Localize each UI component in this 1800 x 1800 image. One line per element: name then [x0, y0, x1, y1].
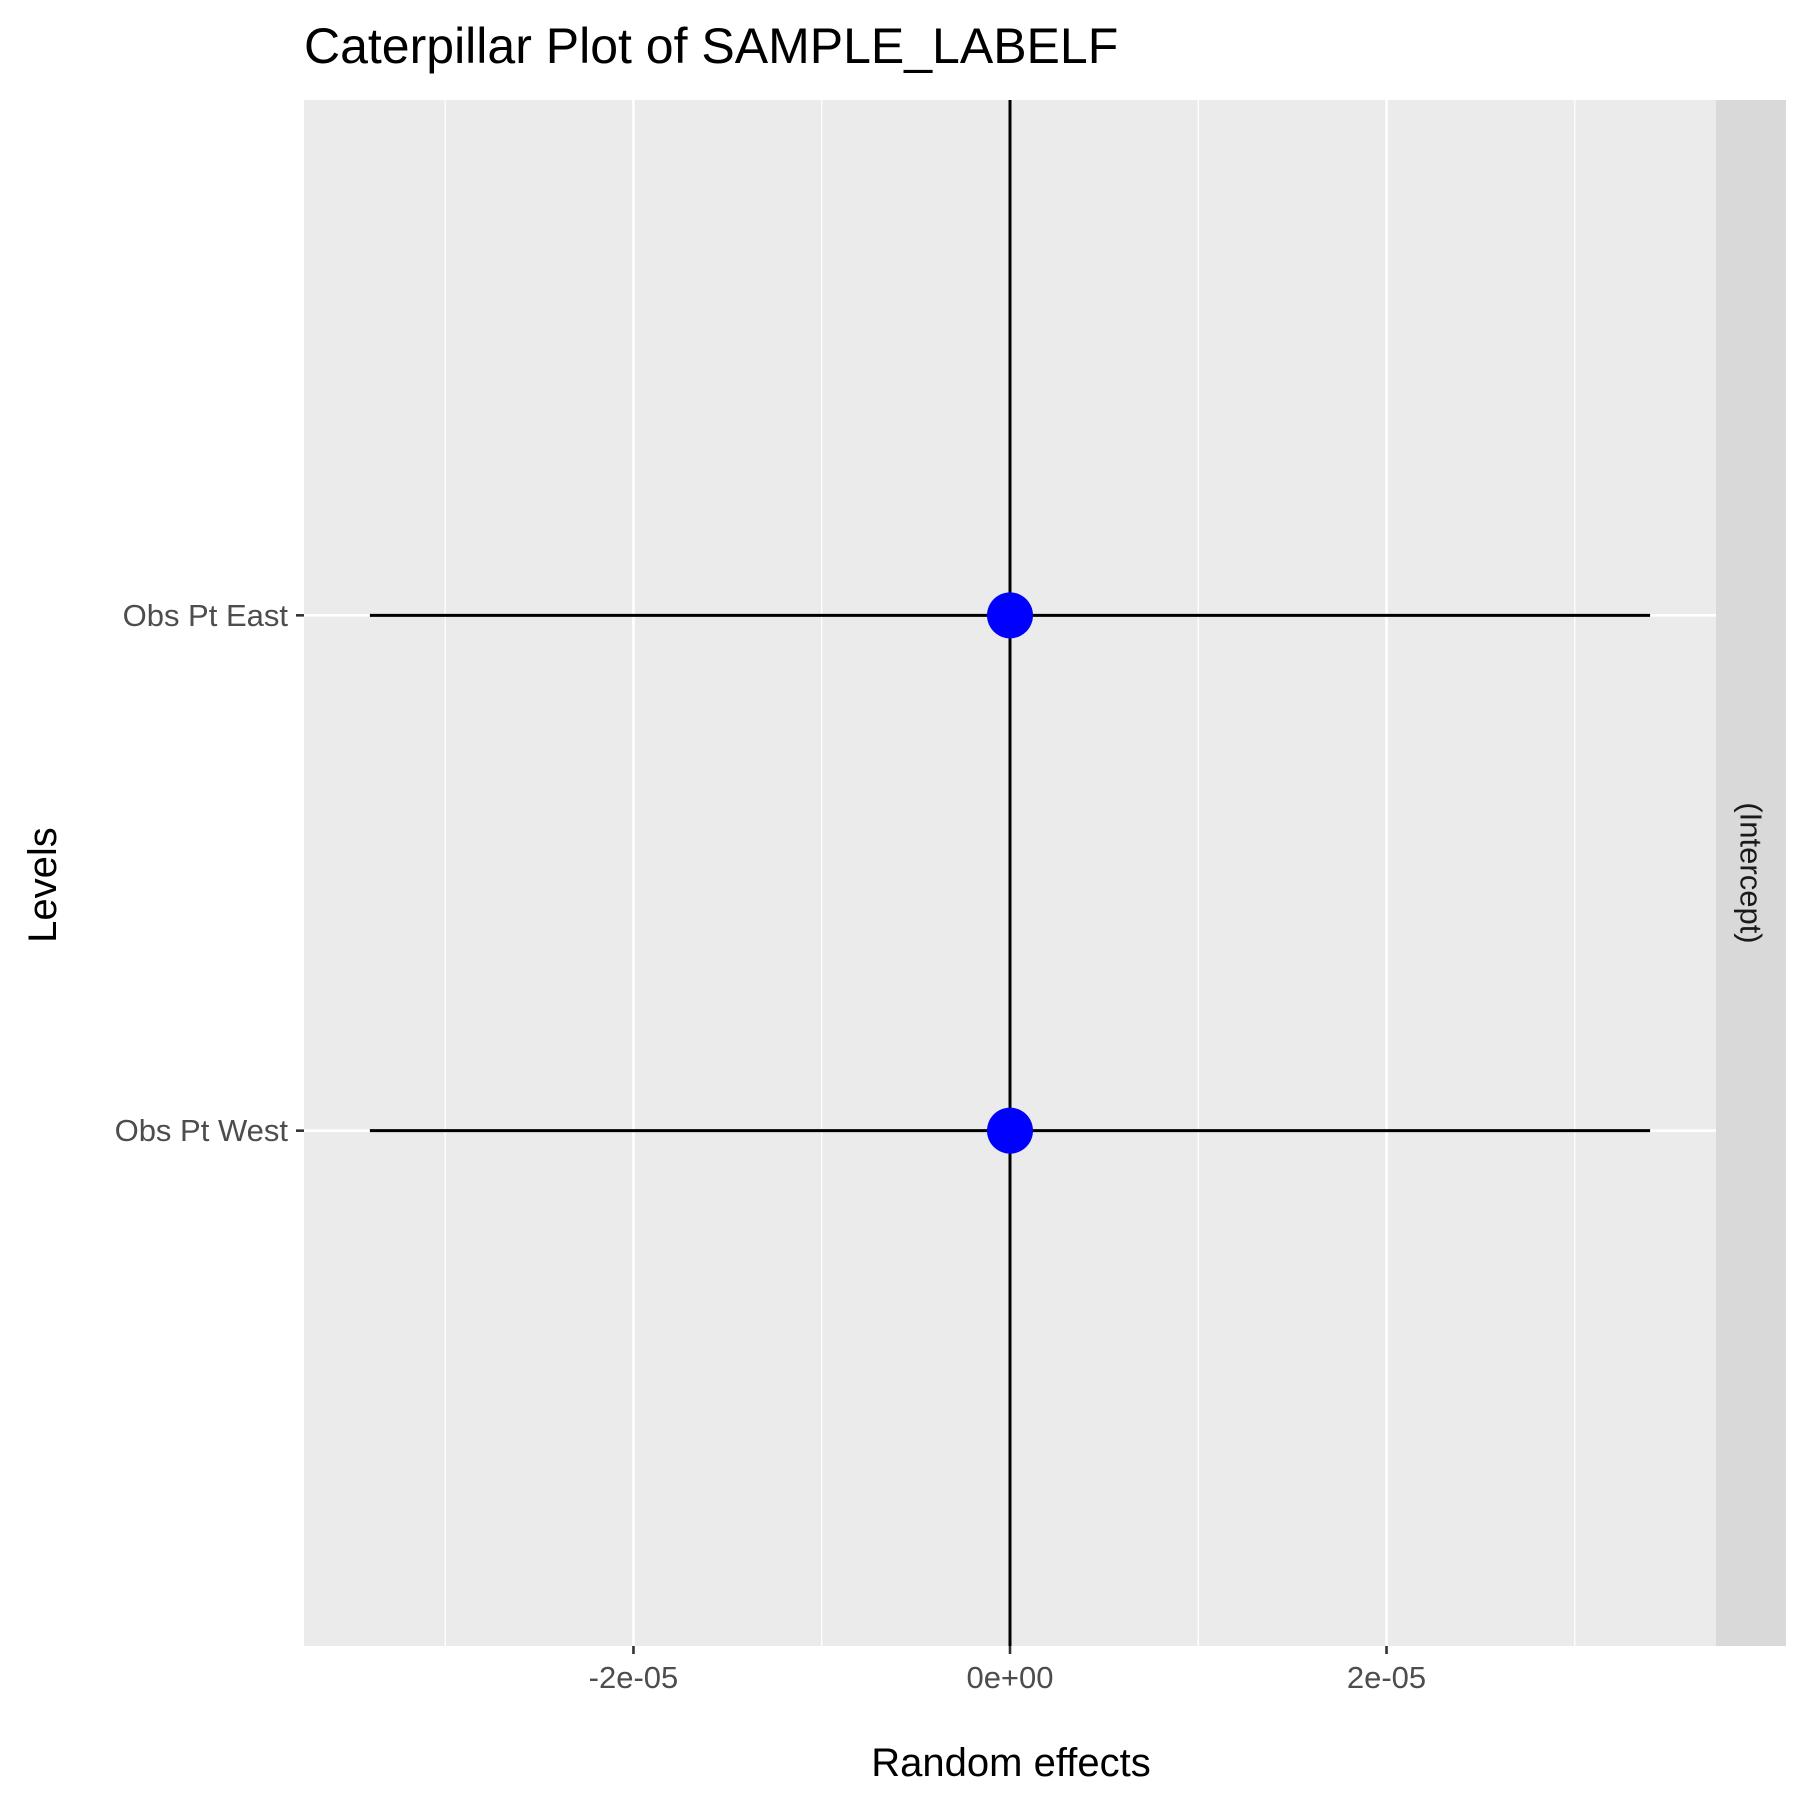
x-axis-title: Random effects	[871, 1741, 1150, 1785]
x-tick-label: -2e-05	[589, 1660, 679, 1695]
facet-strip-background	[1716, 100, 1786, 1646]
facet-strip-label: (Intercept)	[1734, 802, 1769, 943]
x-axis: -2e-05 0e+00 2e-05	[589, 1646, 1426, 1695]
chart-marks	[369, 100, 1651, 1646]
data-point	[987, 1107, 1033, 1154]
facet-strip: (Intercept)	[1716, 100, 1786, 1646]
data-point	[987, 592, 1033, 639]
y-tick-label: Obs Pt West	[115, 1113, 289, 1148]
y-axis: Obs Pt West Obs Pt East	[115, 598, 304, 1148]
x-tick-label: 2e-05	[1347, 1660, 1426, 1695]
chart-title: Caterpillar Plot of SAMPLE_LABELF	[304, 18, 1118, 74]
y-axis-title: Levels	[21, 827, 65, 943]
y-tick-label: Obs Pt East	[123, 598, 289, 633]
x-tick-label: 0e+00	[966, 1660, 1053, 1695]
